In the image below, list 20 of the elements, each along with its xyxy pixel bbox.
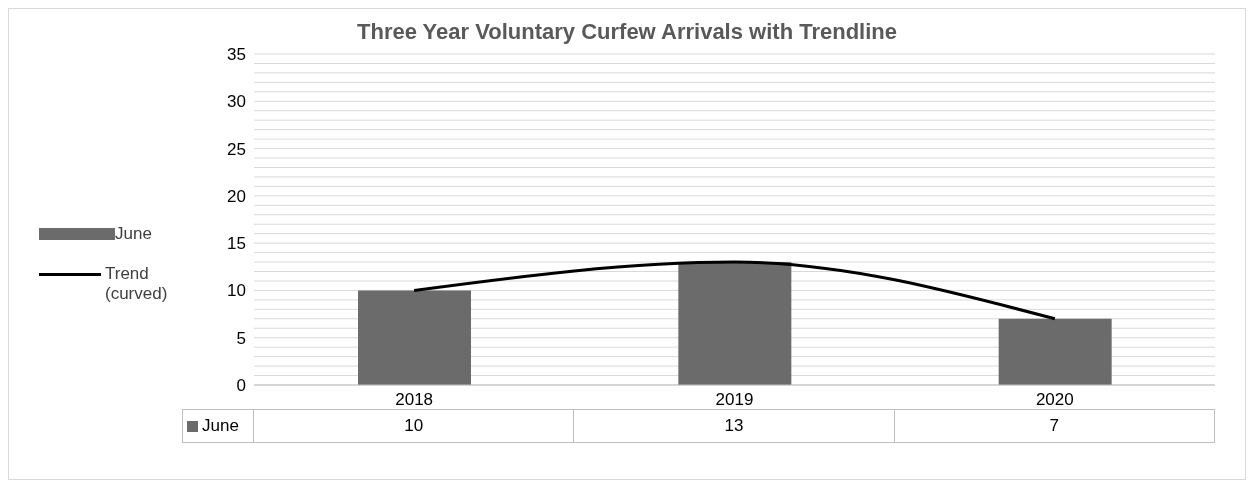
y-tick-label: 25 — [227, 139, 246, 159]
y-tick-label: 20 — [227, 186, 246, 206]
chart-title: Three Year Voluntary Curfew Arrivals with Trendline — [356, 19, 898, 45]
y-tick-label: 15 — [227, 234, 246, 254]
y-tick-label: 0 — [236, 376, 246, 396]
data-label: 7 — [894, 409, 1215, 443]
x-tick-label: 2018 — [395, 390, 434, 410]
bar — [678, 262, 792, 385]
y-tick-label: 30 — [227, 92, 246, 112]
legend-label: Trend (curved) — [105, 264, 169, 304]
y-tick-label: 35 — [227, 45, 246, 65]
bar — [998, 318, 1112, 385]
x-tick-label: 2020 — [1035, 390, 1074, 410]
bar — [358, 290, 471, 385]
y-tick-label: 10 — [227, 281, 246, 301]
x-tick-label: 2019 — [715, 390, 754, 410]
text: June — [115, 224, 152, 243]
legend-label: June — [202, 416, 239, 436]
y-tick-label: 5 — [236, 328, 246, 348]
data-label: 13 — [574, 409, 895, 443]
